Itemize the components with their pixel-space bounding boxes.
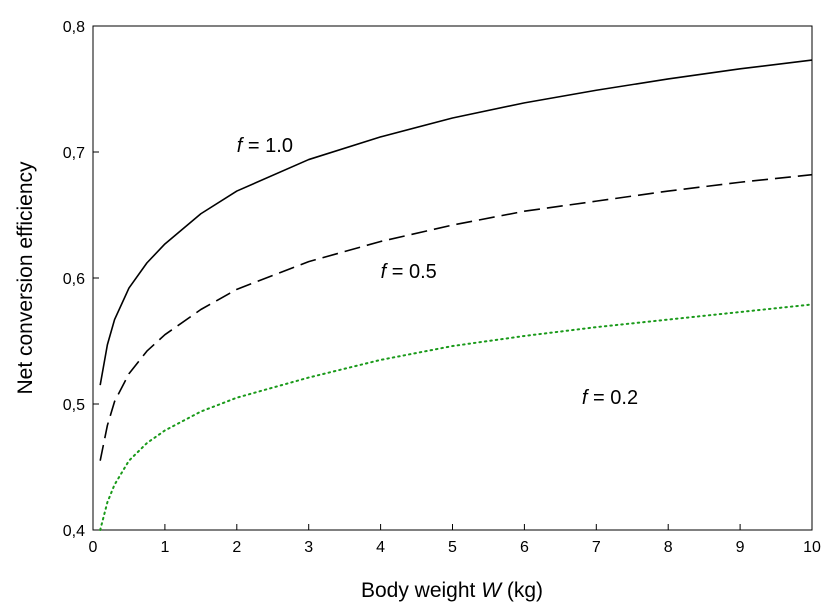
- x-tick-label: 7: [592, 539, 601, 556]
- y-tick-label: 0,6: [63, 271, 85, 288]
- series-annotation: f = 1.0: [237, 135, 293, 157]
- x-tick-label: 10: [803, 539, 821, 556]
- series-line-dashed: [99, 173, 813, 461]
- x-tick-label: 6: [520, 539, 529, 556]
- series-annotations: f = 1.0f = 0.5f = 0.2: [237, 135, 638, 409]
- y-axis-ticks: 0,4 0,5 0,6 0,7 0,8: [63, 19, 99, 540]
- x-axis-ticks: 0 1 2 3 4 5 6 7 8 9 10: [89, 524, 821, 556]
- x-tick-label: 4: [376, 539, 385, 556]
- series-annotation-var: f: [237, 135, 245, 157]
- y-tick-label: 0,8: [63, 19, 85, 36]
- series-annotation: f = 0.5: [381, 261, 437, 283]
- series-annotation: f = 0.2: [582, 387, 638, 409]
- series-annotation-var: f: [582, 387, 590, 409]
- series-line-solid: [99, 59, 813, 386]
- series-annotation-value: = 1.0: [242, 135, 293, 157]
- x-tick-label: 3: [304, 539, 313, 556]
- x-axis-title: Body weight W (kg): [361, 579, 543, 602]
- x-tick-label: 8: [664, 539, 673, 556]
- y-tick-label: 0,5: [63, 397, 85, 414]
- x-tick-label: 2: [232, 539, 241, 556]
- x-tick-label: 5: [448, 539, 457, 556]
- series-line-dotted: [99, 303, 813, 531]
- series-annotation-value: = 0.5: [386, 261, 437, 283]
- x-tick-label: 9: [736, 539, 745, 556]
- y-tick-label: 0,7: [63, 145, 85, 162]
- x-tick-label: 0: [89, 539, 98, 556]
- series-annotation-var: f: [381, 261, 389, 283]
- x-tick-label: 1: [160, 539, 169, 556]
- series-layer: [99, 59, 813, 531]
- y-axis-title: Net conversion efficiency: [14, 161, 37, 395]
- series-annotation-value: = 0.2: [587, 387, 638, 409]
- plot-frame: [92, 25, 813, 531]
- y-tick-label: 0,4: [63, 523, 85, 540]
